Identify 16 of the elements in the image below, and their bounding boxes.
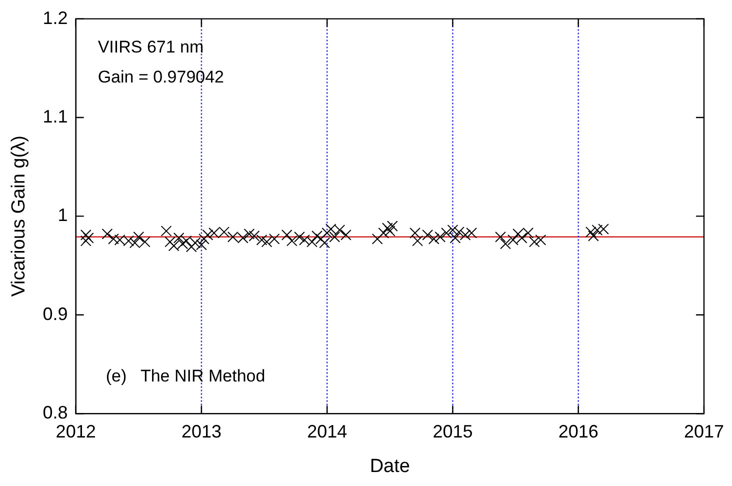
x-tick-label: 2016	[558, 421, 598, 442]
x-axis-title: Date	[370, 456, 410, 477]
y-axis-title: Vicarious Gain g(λ)	[8, 136, 30, 297]
annotation: VIIRS 671 nm	[98, 37, 204, 56]
y-tick-label: 1.2	[42, 8, 68, 28]
y-tick-label: 1	[58, 205, 68, 226]
annotation: (e) The NIR Method	[106, 366, 266, 386]
y-tick-label: 1.1	[42, 106, 68, 126]
y-tick-label: 0.9	[42, 304, 68, 324]
x-tick-label: 2015	[432, 421, 473, 442]
x-tick-label: 2013	[181, 421, 222, 442]
x-tick-label: 2012	[56, 421, 96, 442]
x-tick-label: 2017	[684, 421, 724, 442]
x-tick-label: 2014	[307, 421, 348, 442]
annotation: Gain = 0.979042	[98, 67, 224, 86]
y-tick-label: 0.8	[42, 402, 68, 423]
